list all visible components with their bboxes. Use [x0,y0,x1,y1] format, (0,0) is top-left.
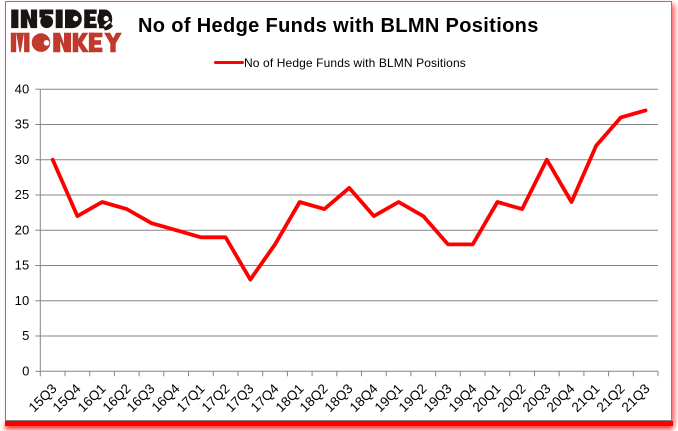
svg-text:35: 35 [15,117,30,132]
svg-text:5: 5 [22,328,29,343]
svg-text:15: 15 [15,258,30,273]
svg-text:0: 0 [22,364,29,379]
svg-text:30: 30 [15,152,30,167]
svg-text:10: 10 [15,293,30,308]
svg-text:25: 25 [15,187,30,202]
svg-text:40: 40 [15,81,30,96]
svg-text:20: 20 [15,222,30,237]
